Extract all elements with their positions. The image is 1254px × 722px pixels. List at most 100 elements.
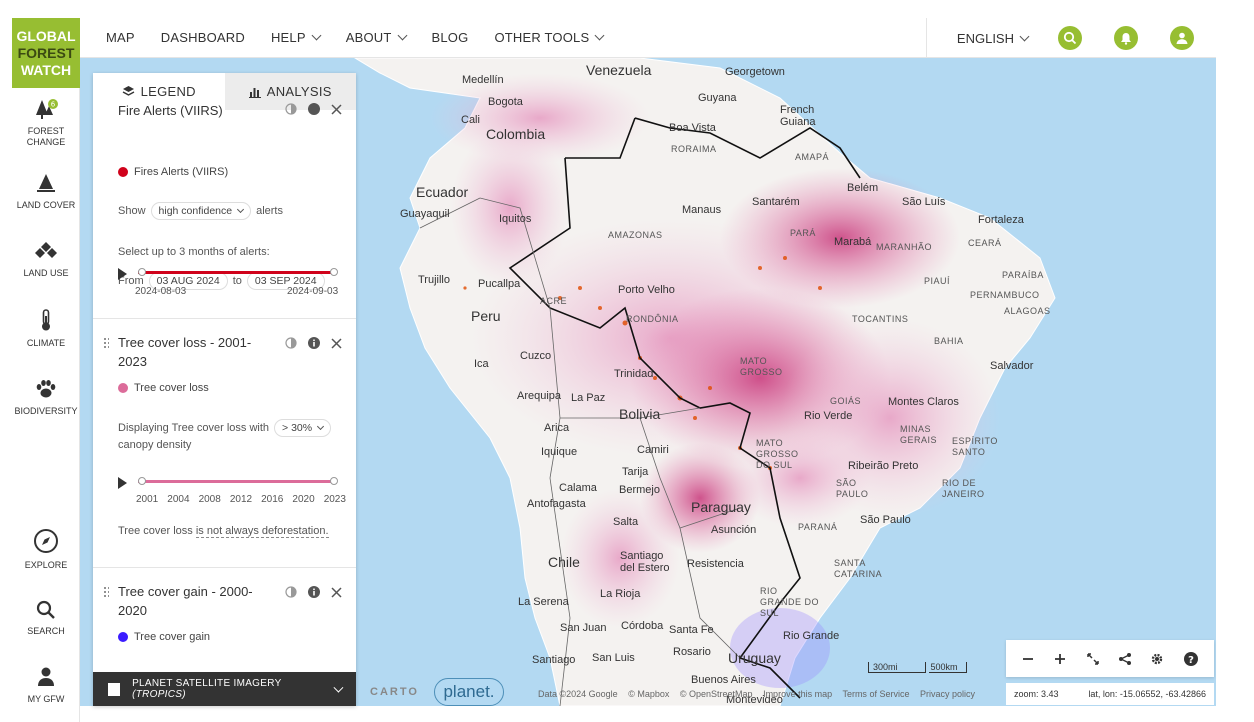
close-icon[interactable] (331, 103, 342, 115)
info-icon[interactable] (308, 586, 320, 598)
select-months-text: Select up to 3 months of alerts: (118, 246, 270, 258)
help-icon[interactable]: ? (1183, 651, 1199, 667)
account-button[interactable] (1170, 26, 1194, 50)
share-icon[interactable] (1118, 652, 1132, 666)
search-button[interactable] (1058, 26, 1082, 50)
loss-note: Tree cover loss is not always deforestat… (118, 525, 329, 538)
map-label-amapa: AMAPÁ (795, 152, 830, 162)
fires-timeline-start-handle[interactable] (138, 268, 146, 276)
planet-imagery-toggle[interactable]: PLANET SATELLITE IMAGERY (TROPICS) (93, 672, 356, 706)
map-label-montes-claros: Montes Claros (888, 396, 959, 408)
nav-about-label: ABOUT (345, 30, 392, 45)
alerts-label: alerts (256, 205, 283, 217)
map-canvas[interactable]: Venezuela Georgetown Guyana French Guian… (80, 58, 1216, 706)
nav-help-label: HELP (270, 30, 306, 45)
legend-label: Fires Alerts (VIIRS) (134, 166, 229, 178)
terms-link[interactable]: Terms of Service (842, 689, 910, 699)
chevron-down-icon (237, 205, 245, 214)
nav-dashboard[interactable]: DASHBOARD (161, 30, 245, 45)
sidebar-item-search[interactable]: SEARCH (12, 600, 80, 636)
attribution-osm[interactable]: © OpenStreetMap (679, 689, 753, 699)
nav-map[interactable]: MAP (106, 30, 135, 45)
close-icon[interactable] (331, 586, 342, 598)
confidence-row: Show high confidence alerts (118, 202, 283, 220)
layer-title: Tree cover loss - 2001-2023 (118, 335, 252, 369)
display-text: Displaying Tree cover loss with (118, 422, 270, 434)
canopy-density-select[interactable]: > 30% (274, 419, 332, 437)
map-label-rondonia: RONDÔNIA (626, 314, 679, 324)
sidebar-item-land-use[interactable]: LAND USE (12, 240, 80, 278)
nav-other-tools[interactable]: OTHER TOOLS (494, 30, 605, 45)
year-tick: 2020 (292, 494, 315, 505)
show-label: Show (118, 205, 146, 217)
gfw-logo[interactable]: GLOBAL FOREST WATCH (12, 18, 80, 88)
gear-icon[interactable] (1150, 652, 1164, 666)
paw-icon (36, 380, 56, 398)
not-always-deforestation-link[interactable]: is not always deforestation. (195, 525, 329, 538)
sidebar-label: BIODIVERSITY (14, 406, 78, 416)
to-date-picker[interactable]: 03 SEP 2024 (246, 272, 325, 290)
confidence-value: high confidence (158, 205, 233, 217)
layers-icon (122, 86, 134, 96)
map-label-la-paz: La Paz (571, 392, 606, 404)
sidebar-item-biodiversity[interactable]: BIODIVERSITY (12, 378, 80, 416)
map-label-mato-grosso: MATO GROSSO (740, 356, 783, 377)
legend-item-fires: Fires Alerts (VIIRS) (118, 166, 228, 178)
sidebar-item-climate[interactable]: CLIMATE (12, 308, 80, 348)
planet-checkbox[interactable] (108, 682, 121, 696)
sidebar-item-land-cover[interactable]: LAND COVER (12, 172, 80, 210)
map-label-para: PARÁ (790, 228, 816, 238)
sidebar-item-explore[interactable]: EXPLORE (12, 528, 80, 570)
map-label-colombia: Colombia (486, 126, 546, 142)
map-label-rio-verde: Rio Verde (804, 410, 853, 422)
privacy-link[interactable]: Privacy policy (919, 689, 975, 699)
nav-other-tools-label: OTHER TOOLS (494, 30, 590, 45)
map-label-camiri: Camiri (637, 444, 669, 456)
language-selector[interactable]: ENGLISH (956, 30, 1030, 46)
language-label: ENGLISH (956, 30, 1014, 46)
drag-handle[interactable] (103, 586, 109, 598)
sidebar-item-forest-change[interactable]: 6 FOREST CHANGE (12, 98, 80, 148)
close-icon[interactable] (331, 337, 342, 349)
info-icon[interactable] (308, 337, 320, 349)
map-label-amazonas: AMAZONAS (608, 230, 663, 240)
nav-help[interactable]: HELP (270, 30, 322, 45)
notifications-button[interactable] (1114, 26, 1138, 50)
loss-play-button[interactable] (118, 477, 127, 489)
loss-timeline-start-handle[interactable] (138, 477, 146, 485)
opacity-icon[interactable] (285, 103, 297, 115)
fires-start-tick: 2024-08-03 (135, 286, 187, 297)
opacity-icon[interactable] (285, 337, 297, 349)
forest-change-icon: 6 (36, 99, 58, 119)
attribution-mapbox[interactable]: © Mapbox (628, 689, 670, 699)
opacity-icon[interactable] (285, 586, 297, 598)
map-label-porto-velho: Porto Velho (618, 284, 675, 296)
fires-play-button[interactable] (118, 268, 127, 280)
sidebar-item-my-gfw[interactable]: MY GFW (12, 666, 80, 704)
loss-timeline-track[interactable] (138, 480, 335, 483)
legend-swatch (118, 632, 128, 642)
info-icon[interactable] (308, 103, 320, 115)
zoom-out-icon[interactable] (1021, 652, 1035, 666)
map-label-rio-de-janeiro: RIO DE JANEIRO (942, 478, 985, 499)
year-tick: 2016 (261, 494, 284, 505)
map-label-pucallpa: Pucallpa (478, 278, 521, 290)
drag-handle[interactable] (103, 337, 109, 349)
zoom-in-icon[interactable] (1053, 652, 1067, 666)
confidence-select[interactable]: high confidence (150, 202, 252, 220)
tab-legend[interactable]: LEGEND (93, 73, 225, 110)
scale-miles: 300mi (868, 662, 926, 673)
map-label-ica: Ica (474, 358, 489, 370)
loss-timeline-end-handle[interactable] (330, 477, 338, 485)
fullscreen-icon[interactable] (1086, 652, 1100, 666)
fires-timeline-end-handle[interactable] (330, 268, 338, 276)
improve-map-link[interactable]: Improve this map (763, 689, 833, 699)
nav-about[interactable]: ABOUT (345, 30, 407, 45)
legend-label: Tree cover gain (134, 631, 211, 643)
map-label-french-guiana: French Guiana (780, 104, 816, 128)
nav-blog[interactable]: BLOG (432, 30, 469, 45)
map-label-parana: PARANÁ (798, 522, 838, 532)
map-label-ribeirao-preto: Ribeirão Preto (848, 460, 919, 472)
fires-timeline-track[interactable] (138, 271, 335, 274)
carto-logo: CARTO (370, 686, 419, 698)
